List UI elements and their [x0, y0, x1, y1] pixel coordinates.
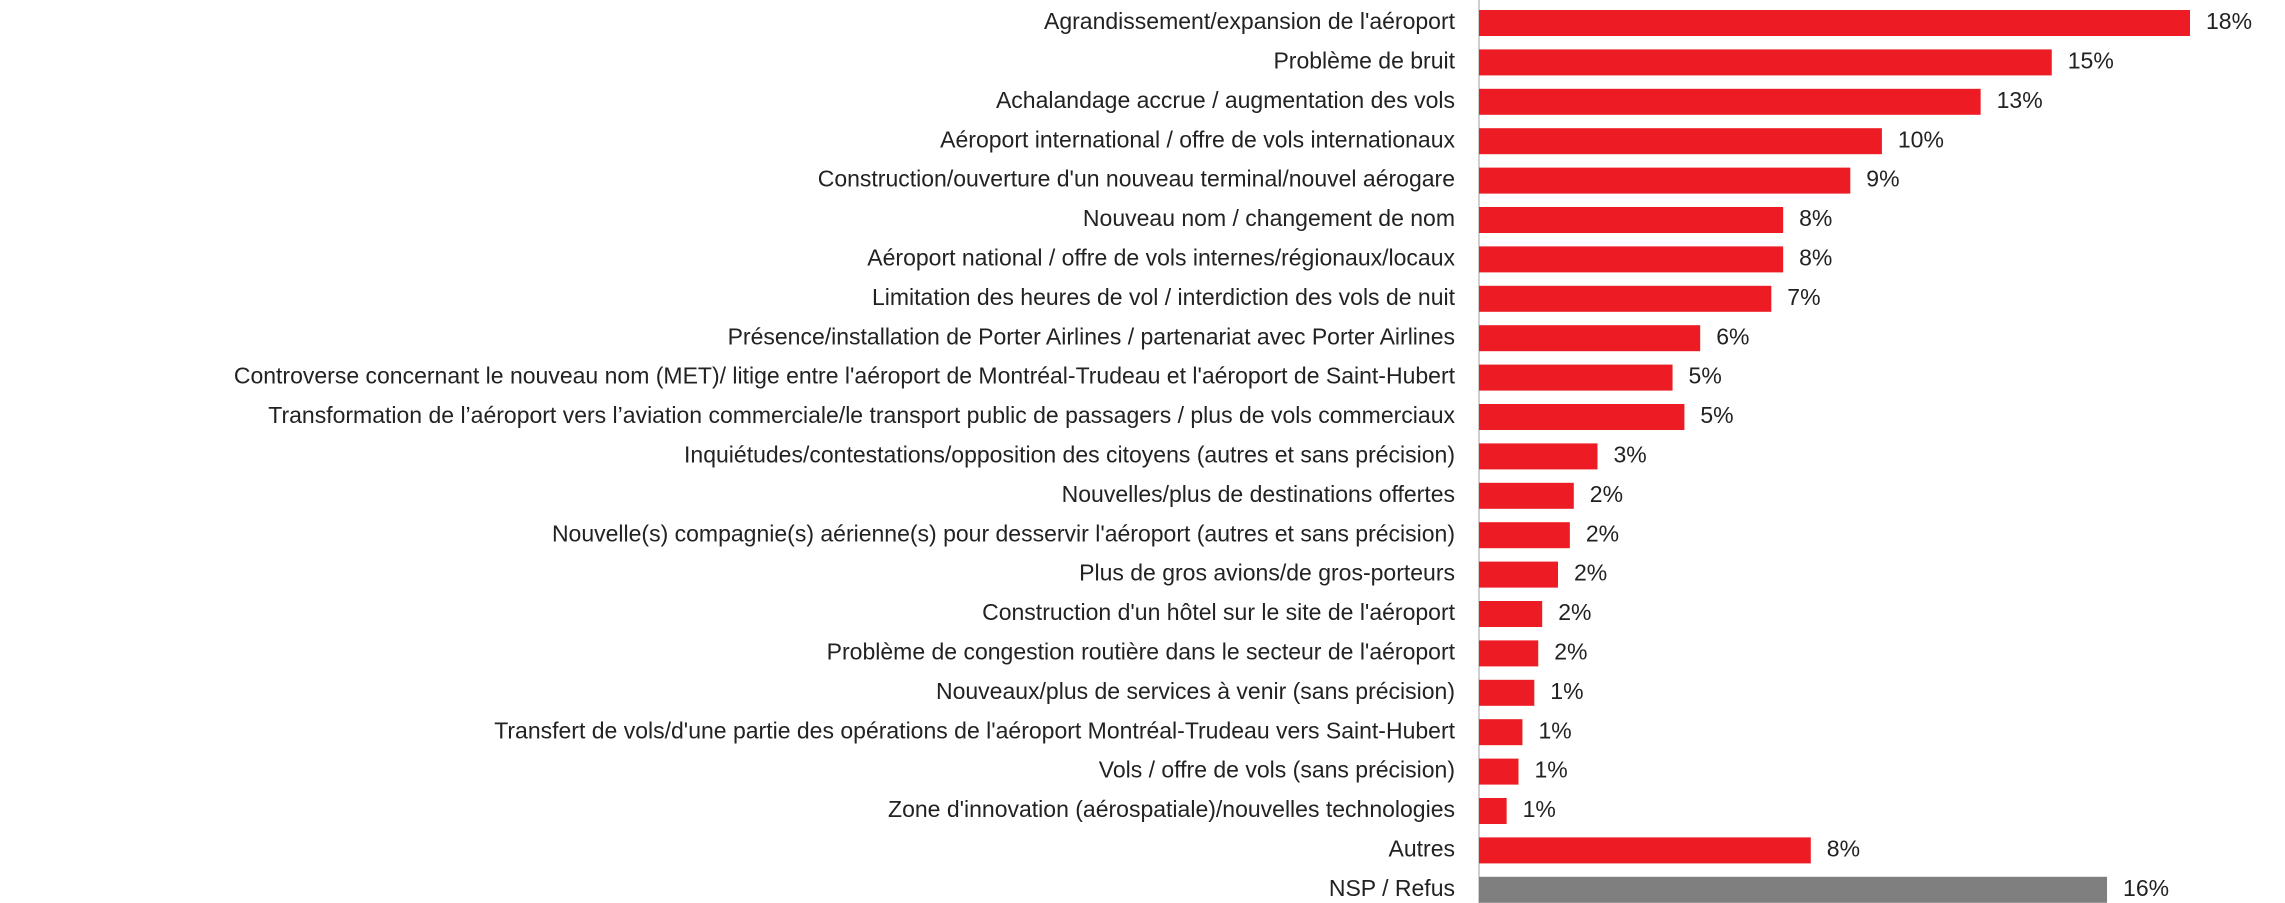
category-label: Vols / offre de vols (sans précision)	[1099, 757, 1455, 783]
value-label: 6%	[1716, 323, 1749, 349]
bar	[1479, 404, 1685, 430]
bar	[1479, 482, 1574, 509]
value-label: 2%	[1554, 638, 1587, 664]
category-label: Aéroport national / offre de vols intern…	[867, 244, 1455, 270]
value-label: 1%	[1550, 678, 1583, 704]
category-label: Agrandissement/expansion de l'aéroport	[1044, 8, 1456, 34]
value-label: 1%	[1538, 717, 1571, 743]
bar	[1479, 640, 1539, 667]
category-label: Limitation des heures de vol / interdict…	[872, 284, 1456, 310]
category-label: Aéroport international / offre de vols i…	[940, 126, 1455, 152]
value-label: 7%	[1787, 284, 1820, 310]
category-label: Construction/ouverture d'un nouveau term…	[818, 166, 1455, 192]
value-label: 8%	[1799, 244, 1832, 270]
value-label: 3%	[1614, 441, 1647, 467]
value-label: 2%	[1590, 481, 1623, 507]
category-label: Autres	[1389, 835, 1455, 861]
value-label: 16%	[2123, 875, 2169, 901]
value-label: 13%	[1997, 87, 2043, 113]
value-label: 15%	[2068, 47, 2114, 73]
value-label: 9%	[1866, 166, 1899, 192]
bar	[1479, 325, 1701, 352]
value-label: 10%	[1898, 126, 1944, 152]
bar	[1479, 561, 1558, 588]
value-label: 2%	[1558, 599, 1591, 625]
bar	[1479, 443, 1598, 470]
category-label: Transformation de l’aéroport vers l’avia…	[268, 402, 1455, 428]
bar	[1479, 285, 1772, 312]
category-label: Zone d'innovation (aérospatiale)/nouvell…	[888, 796, 1455, 822]
value-label: 18%	[2206, 8, 2252, 34]
category-label: Nouvelles/plus de destinations offertes	[1062, 481, 1455, 507]
bar	[1479, 10, 2190, 36]
bar	[1479, 798, 1507, 824]
bar	[1479, 601, 1543, 627]
category-label: Problème de congestion routière dans le …	[827, 638, 1456, 664]
value-label: 1%	[1523, 796, 1556, 822]
category-label: Controverse concernant le nouveau nom (M…	[234, 363, 1456, 389]
value-label: 1%	[1535, 757, 1568, 783]
value-label: 8%	[1827, 835, 1860, 861]
bar	[1479, 679, 1535, 706]
category-label: Nouvelle(s) compagnie(s) aérienne(s) pou…	[552, 520, 1455, 546]
value-label: 8%	[1799, 205, 1832, 231]
category-label: Plus de gros avions/de gros-porteurs	[1079, 560, 1455, 586]
value-label: 2%	[1574, 560, 1607, 586]
bar	[1479, 88, 1981, 115]
bar	[1479, 128, 1882, 155]
category-label: Nouveau nom / changement de nom	[1083, 205, 1455, 231]
bar	[1479, 246, 1784, 273]
bar	[1479, 49, 2052, 76]
category-label: NSP / Refus	[1329, 875, 1455, 901]
category-label: Inquiétudes/contestations/opposition des…	[684, 441, 1455, 467]
bar	[1479, 364, 1673, 391]
bar	[1479, 207, 1784, 233]
category-label: Présence/installation de Porter Airlines…	[728, 323, 1455, 349]
category-label: Nouveaux/plus de services à venir (sans …	[936, 678, 1455, 704]
category-label: Achalandage accrue / augmentation des vo…	[996, 87, 1455, 113]
category-label: Construction d'un hôtel sur le site de l…	[982, 599, 1455, 625]
category-label: Transfert de vols/d'une partie des opéra…	[494, 717, 1455, 743]
bar	[1479, 167, 1851, 194]
bar	[1479, 719, 1523, 746]
value-label: 5%	[1689, 363, 1722, 389]
bar	[1479, 522, 1570, 549]
bar	[1479, 876, 2108, 903]
bar	[1479, 758, 1519, 785]
value-label: 5%	[1700, 402, 1733, 428]
value-label: 2%	[1586, 520, 1619, 546]
category-label: Problème de bruit	[1273, 47, 1455, 73]
bar	[1479, 837, 1811, 864]
